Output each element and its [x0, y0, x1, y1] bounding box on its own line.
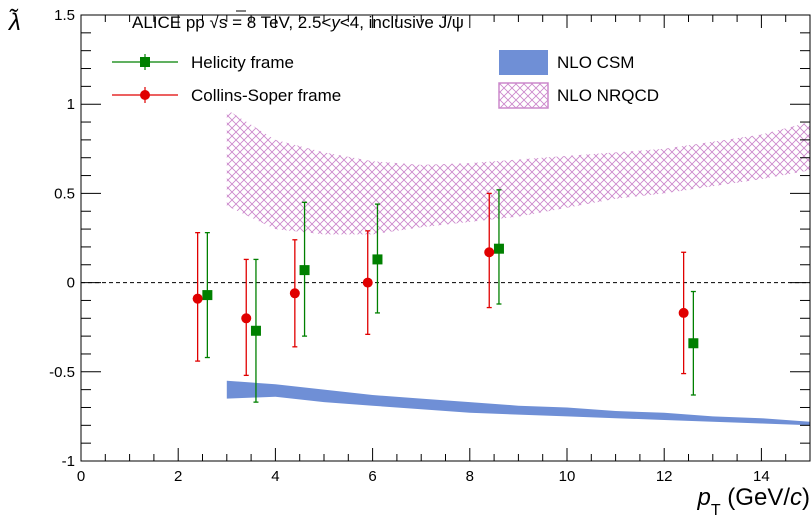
legend-nlo-nrqcd-label: NLO NRQCD [557, 86, 659, 105]
legend-nlo-nrqcd-swatch [498, 82, 549, 109]
point-helicity-frame-5 [688, 338, 699, 349]
x-tick-label: 14 [753, 468, 770, 485]
y-tick-label: 0 [67, 275, 75, 292]
point-collins-soper-frame-0 [192, 293, 203, 304]
legend-item-nlo-nrqcd: NLO NRQCD [498, 82, 659, 109]
y-tick-label: 1.5 [54, 7, 75, 24]
x-tick-label: 2 [174, 468, 182, 485]
point-collins-soper-frame-1 [241, 313, 252, 324]
y-tick-label: -1 [62, 453, 75, 470]
point-collins-soper-frame-3 [362, 277, 373, 288]
x-tick-label: 12 [656, 468, 673, 485]
y-axis-label: λ̃ [7, 9, 21, 36]
legend-nlo-csm-label: NLO CSM [557, 53, 634, 72]
legend-item-nlo-csm: NLO CSM [499, 50, 634, 75]
point-collins-soper-frame-2 [289, 288, 300, 299]
point-helicity-frame-4 [493, 243, 504, 254]
legend-item-collins-soper: Collins-Soper frame [112, 86, 341, 105]
y-tick-label: 0.5 [54, 185, 75, 202]
band-nlo-csm [226, 380, 810, 426]
x-tick-label: 8 [466, 468, 474, 485]
band-nlo-nrqcd [226, 109, 810, 235]
x-axis-label: pT (GeV/c) [697, 484, 811, 519]
x-tick-label: 10 [559, 468, 576, 485]
legend: Helicity frame Collins-Soper frame NLO C… [112, 50, 659, 109]
point-collins-soper-frame-5 [678, 307, 689, 318]
legend-collins-soper-marker [140, 90, 150, 100]
x-tick-label: 0 [77, 468, 85, 485]
data-points [192, 189, 699, 403]
legend-helicity-label: Helicity frame [191, 53, 294, 72]
legend-helicity-marker [140, 57, 150, 67]
x-tick-label: 6 [368, 468, 376, 485]
y-tick-label: 1 [67, 96, 75, 113]
point-helicity-frame-0 [202, 290, 213, 301]
legend-collins-soper-label: Collins-Soper frame [191, 86, 341, 105]
plot-frame [80, 14, 811, 462]
y-tick-label: -0.5 [49, 364, 75, 381]
point-helicity-frame-2 [299, 265, 310, 276]
legend-item-helicity: Helicity frame [112, 53, 294, 72]
point-collins-soper-frame-4 [484, 247, 495, 258]
chart-title: ALICE pp √s = 8 TeV, 2.5<y<4, inclusive … [132, 13, 464, 32]
axis-ticks: 0 2 4 6 8 10 12 14 -1 -0.5 0 0.5 1 1.5 [49, 7, 811, 485]
x-tick-label: 4 [271, 468, 279, 485]
legend-nlo-csm-swatch [499, 50, 548, 75]
point-helicity-frame-3 [372, 254, 383, 265]
theory-bands [226, 109, 810, 426]
point-helicity-frame-1 [250, 325, 261, 336]
